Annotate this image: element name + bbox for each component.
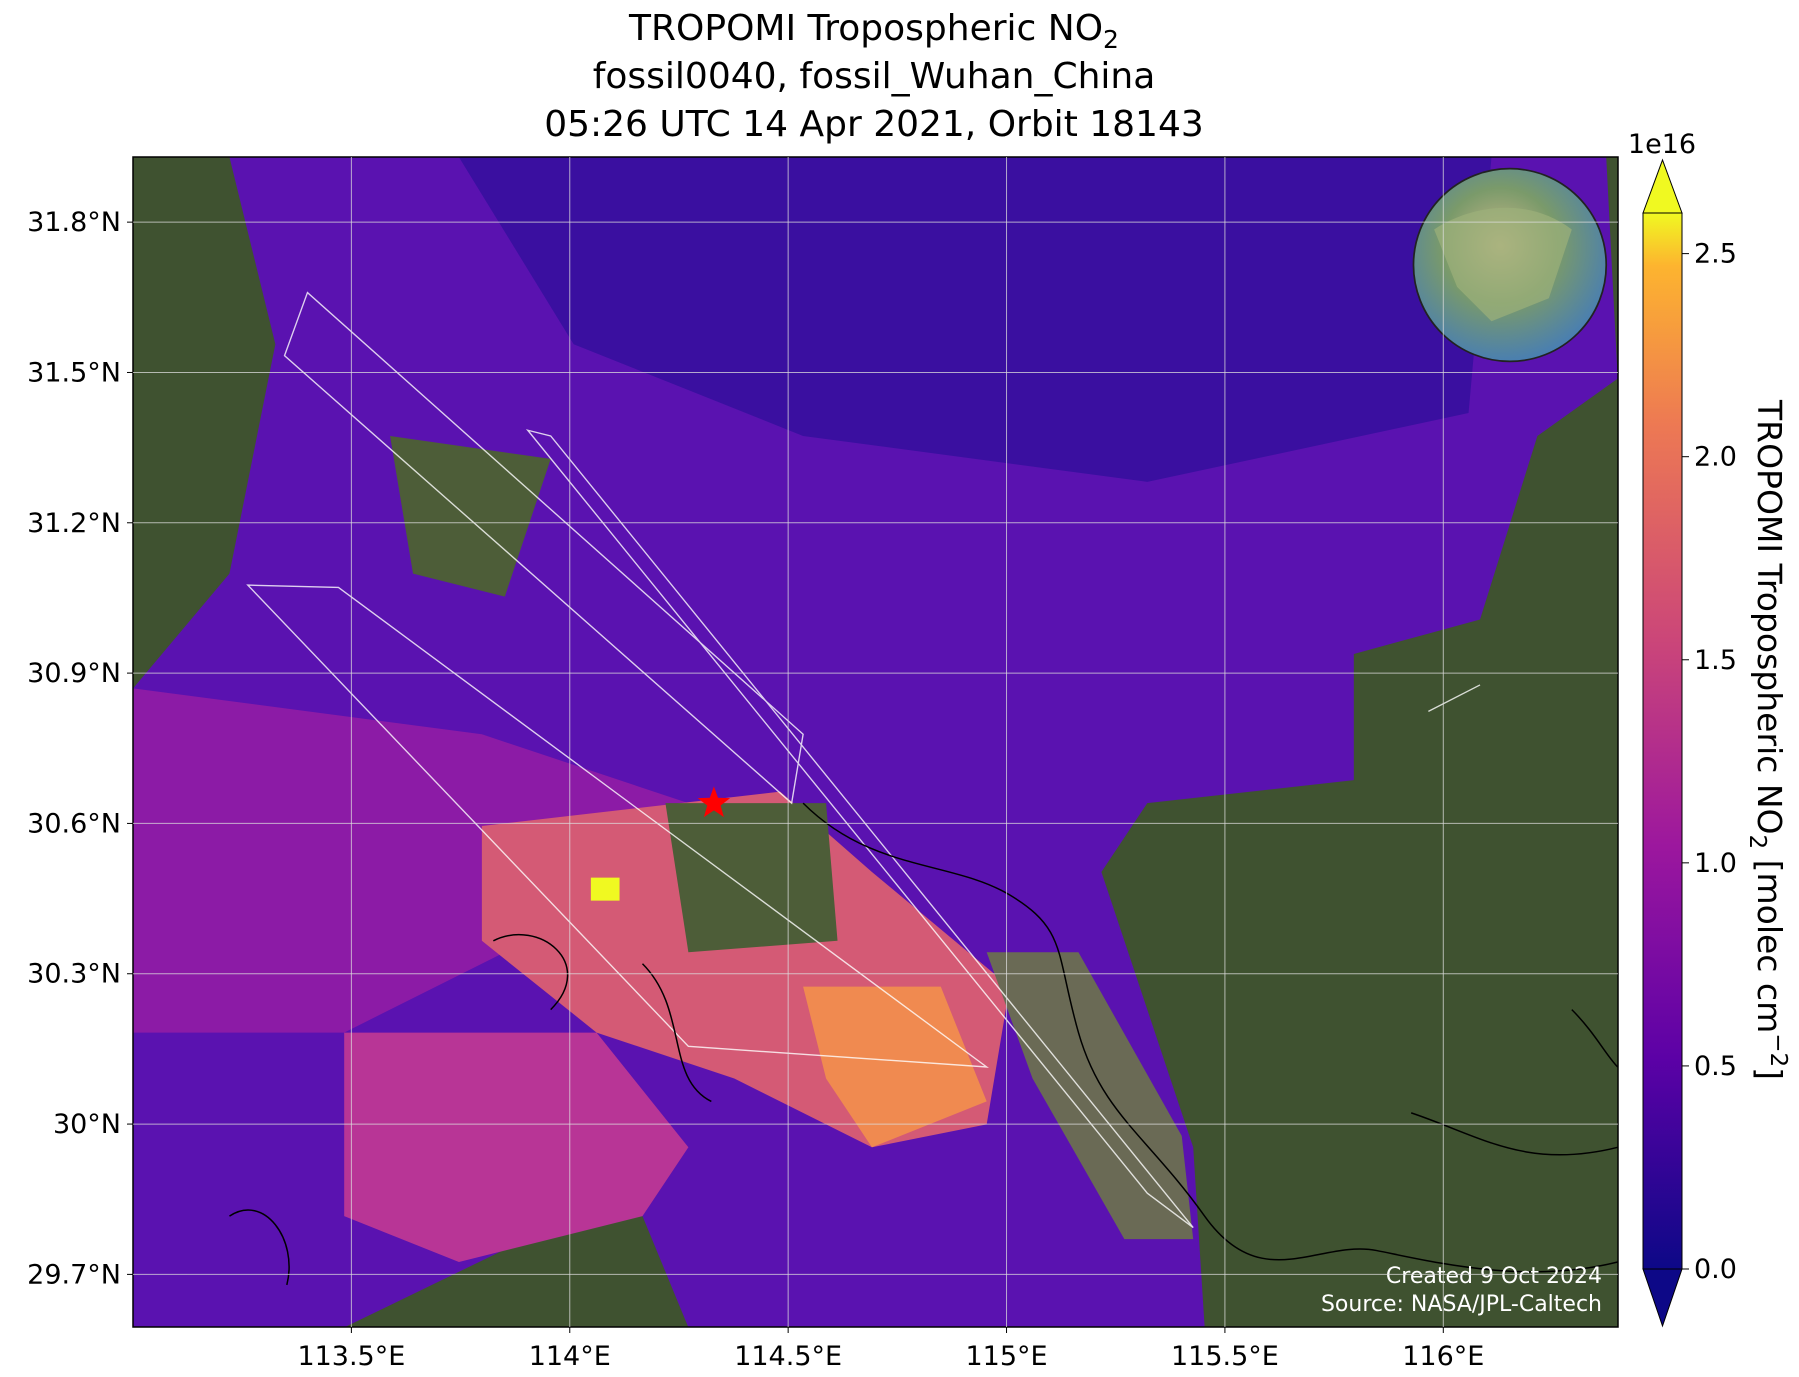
cb-label-main: TROPOMI Tropospheric NO (1750, 399, 1789, 835)
title-line1: TROPOMI Tropospheric NO2 (628, 8, 1119, 54)
colorbar-tick-label: 2.5 (1694, 239, 1737, 270)
cb-label-sup: −2 (1765, 1033, 1791, 1067)
cb-label-sub: 2 (1744, 834, 1770, 849)
x-tick-label: 115.5°E (1171, 1341, 1279, 1372)
x-tick-label: 113.5°E (297, 1341, 405, 1372)
title-text: TROPOMI Tropospheric NO (628, 8, 1103, 49)
y-tick-label: 30.3°N (27, 959, 121, 990)
y-tick-label: 31.5°N (27, 357, 121, 388)
y-tick-label: 30.9°N (27, 658, 121, 689)
colorbar-offset: 1e16 (1628, 129, 1696, 160)
map-area (133, 157, 1618, 1327)
colorbar-tick-label: 2.0 (1694, 442, 1737, 473)
colorbar-label: TROPOMI Tropospheric NO2 [molec cm−2] (1744, 399, 1791, 1080)
credit-created: Created 9 Oct 2024 (1386, 1264, 1602, 1289)
colorbar-tick-label: 1.5 (1694, 645, 1737, 676)
colorbar-extend-max (1642, 158, 1683, 214)
x-tick-label: 114.5°E (734, 1341, 842, 1372)
axes-frame (132, 156, 1619, 1328)
x-tick-label: 116°E (1402, 1341, 1484, 1372)
y-tick-label: 30.6°N (27, 808, 121, 839)
colorbar-tick-label: 0.0 (1694, 1254, 1737, 1285)
x-tick-label: 114°E (529, 1341, 611, 1372)
cb-label-unit: [molec cm (1750, 849, 1789, 1033)
title-line2: fossil0040, fossil_Wuhan_China (593, 56, 1156, 97)
y-tick-label: 31.8°N (27, 207, 121, 238)
title-line3: 05:26 UTC 14 Apr 2021, Orbit 18143 (544, 104, 1204, 145)
colorbar-tick-label: 0.5 (1694, 1051, 1737, 1082)
site-marker (697, 786, 731, 818)
credit-source: Source: NASA/JPL-Caltech (1321, 1292, 1602, 1317)
colorbar-tick-label: 1.0 (1694, 848, 1737, 879)
y-tick-label: 29.7°N (27, 1259, 121, 1290)
x-tick-label: 115°E (965, 1341, 1047, 1372)
colorbar-extend-min (1642, 1268, 1683, 1328)
cb-label-end: ] (1750, 1067, 1789, 1080)
y-tick-label: 30°N (53, 1109, 121, 1140)
no2-field (133, 157, 1618, 1327)
title-subscript: 2 (1103, 25, 1119, 54)
colorbar (1643, 213, 1682, 1269)
y-tick-label: 31.2°N (27, 508, 121, 539)
colorbar-frame (1642, 212, 1683, 1270)
